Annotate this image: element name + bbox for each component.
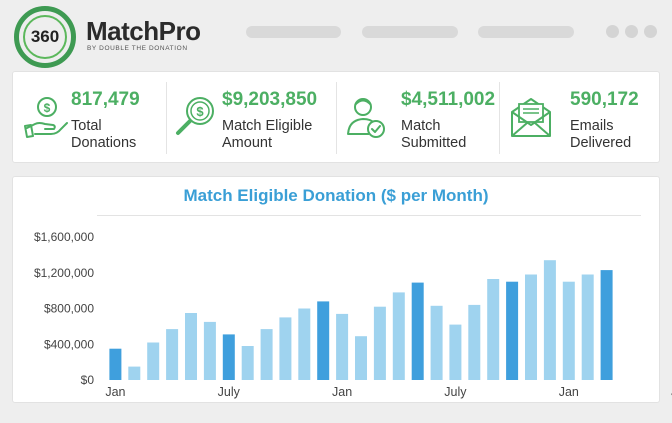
stat-value: $9,203,850 [222,89,318,110]
stat-value: 590,172 [570,89,639,110]
stat-label: Match Eligible Amount [222,118,312,152]
svg-text:$: $ [44,101,51,115]
stat-label-line1: Match Eligible [222,118,313,134]
chart-bar[interactable] [260,329,273,380]
brand-tagline: BY DOUBLE THE DONATION [87,45,188,52]
stat-match-eligible: $ $9,203,850 Match Eligible Amount [171,72,337,164]
window-dot-1[interactable] [606,25,619,38]
chart-bar[interactable] [128,366,141,380]
nav-placeholder-2[interactable] [362,26,458,38]
y-tick-label: $800,000 [44,302,94,316]
logo-badge: 360 [14,6,76,68]
chart-bar[interactable] [392,292,405,380]
chart-bar[interactable] [109,348,122,380]
stat-value: $4,511,002 [401,89,496,110]
stat-label: Emails Delivered [570,118,631,152]
magnifier-dollar-icon: $ [176,97,214,135]
chart-bar[interactable] [241,346,254,380]
x-tick-label: Jan [559,385,579,399]
stat-label-line1: Match [401,118,441,134]
chart-bar[interactable] [581,274,594,381]
window-dot-2[interactable] [625,25,638,38]
chart-bar[interactable] [298,308,311,381]
stat-label-line2: Donations [71,135,137,151]
stat-label-line2: Delivered [570,135,632,151]
chart-bar[interactable] [506,281,519,380]
chart-bar[interactable] [487,279,500,380]
chart-bar[interactable] [525,274,537,381]
envelope-icon [511,98,551,137]
chart-bar[interactable] [279,317,292,380]
stat-emails-delivered: 590,172 Emails Delivered [500,72,660,164]
top-header: 360 MatchPro BY DOUBLE THE DONATION [0,0,672,68]
chart-bar[interactable] [562,281,575,380]
chart-bar[interactable] [449,324,462,380]
chart-bar[interactable] [336,313,349,380]
x-tick-label: July [671,385,672,399]
nav-placeholder-1[interactable] [246,26,341,38]
x-tick-label: July [218,385,241,399]
y-tick-label: $400,000 [44,337,94,351]
chart-bar[interactable] [203,321,216,380]
divider [499,82,500,154]
chart-bar[interactable] [468,304,481,380]
stat-match-submitted: $4,511,002 Match Submitted [337,72,500,164]
y-tick-label: $1,600,000 [34,230,94,244]
stat-value: 817,479 [71,89,140,110]
logo-badge-text: 360 [23,15,67,59]
chart-bar[interactable] [222,334,235,380]
brand-name: MatchPro [86,16,201,46]
chart-bar[interactable] [600,270,613,380]
window-dot-3[interactable] [644,25,657,38]
stat-label-line1: Total [71,118,102,134]
svg-text:$: $ [196,104,204,119]
stat-label-line2: Amount [222,135,272,151]
stat-label: Total Donations [71,118,136,152]
nav-placeholder-3[interactable] [478,26,574,38]
y-tick-label: $1,200,000 [34,266,94,280]
chart-bar[interactable] [543,260,556,380]
stat-label: Match Submitted [401,118,466,152]
stats-card: $ 817,479 Total Donations $ $9,203,850 M… [12,71,660,163]
stat-total-donations: $ 817,479 Total Donations [13,72,171,164]
x-tick-label: July [444,385,467,399]
chart-bar[interactable] [147,342,160,381]
chart-title: Match Eligible Donation ($ per Month) [183,186,489,205]
money-hand-icon: $ [24,97,68,138]
chart-bar[interactable] [430,305,443,380]
chart-bar[interactable] [166,329,179,380]
divider [166,82,167,154]
chart-bar[interactable] [317,301,330,380]
divider [336,82,337,154]
stat-label-line1: Emails [570,118,614,134]
x-tick-label: Jan [105,385,125,399]
person-check-icon [347,98,385,138]
stat-label-line2: Submitted [401,135,467,151]
chart-bar[interactable] [185,313,197,380]
y-tick-label: $0 [81,373,95,387]
chart-bar[interactable] [355,336,367,380]
chart-bar[interactable] [411,282,424,380]
x-tick-label: Jan [332,385,352,399]
chart-bar[interactable] [373,306,386,380]
title-divider [97,215,641,216]
